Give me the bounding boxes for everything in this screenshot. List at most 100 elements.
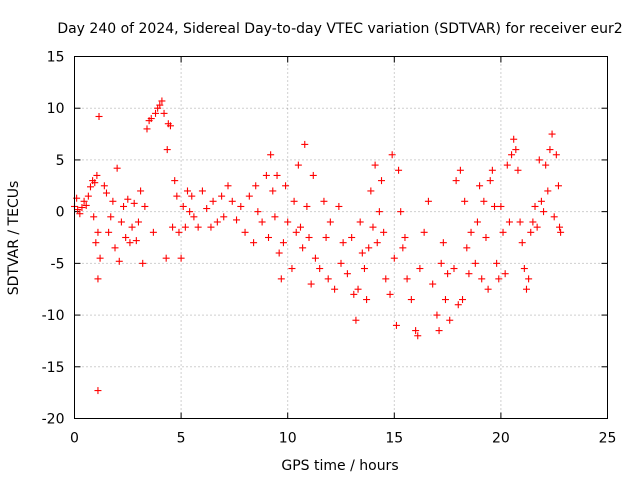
data-point — [95, 112, 103, 120]
data-point — [177, 254, 185, 262]
data-point — [94, 228, 102, 236]
data-point — [311, 254, 319, 262]
data-point — [467, 228, 475, 236]
data-point — [94, 387, 102, 395]
data-point — [252, 182, 260, 190]
data-point — [194, 223, 202, 231]
data-point — [141, 202, 149, 210]
y-tick-label: -15 — [42, 360, 65, 376]
data-point — [290, 197, 298, 205]
data-point — [258, 218, 266, 226]
data-point — [397, 208, 405, 216]
data-point — [522, 285, 530, 293]
data-point — [403, 275, 411, 283]
data-point — [533, 223, 541, 231]
data-point — [395, 166, 403, 174]
y-tick-label: -10 — [42, 308, 65, 324]
data-point — [473, 218, 481, 226]
data-point — [163, 146, 171, 154]
data-point — [156, 101, 164, 109]
data-point — [326, 218, 334, 226]
data-point — [282, 182, 290, 190]
data-point — [540, 208, 548, 216]
y-tick-label: -5 — [51, 256, 65, 272]
data-point — [277, 275, 285, 283]
axis-ticks — [74, 56, 608, 419]
data-point — [237, 202, 245, 210]
data-point — [343, 270, 351, 278]
data-point — [107, 213, 115, 221]
data-point — [444, 270, 452, 278]
data-point — [207, 223, 215, 231]
data-points — [71, 97, 565, 395]
data-point — [188, 192, 196, 200]
data-point — [120, 202, 128, 210]
data-point — [486, 177, 494, 185]
data-point — [91, 179, 99, 187]
data-point — [181, 223, 189, 231]
data-point — [102, 189, 110, 197]
data-point — [461, 197, 469, 205]
data-point — [529, 218, 537, 226]
data-point — [166, 122, 174, 130]
data-point — [162, 254, 170, 262]
data-point — [476, 182, 484, 190]
data-point — [491, 202, 499, 210]
data-point — [518, 239, 526, 247]
data-point — [322, 234, 330, 241]
data-point — [454, 301, 462, 309]
data-point — [367, 187, 375, 195]
data-point — [358, 249, 366, 257]
data-point — [550, 213, 558, 221]
data-point — [100, 182, 108, 190]
data-point — [275, 249, 283, 257]
data-point — [390, 254, 398, 262]
data-point — [339, 239, 347, 247]
data-point — [84, 192, 92, 200]
data-point — [535, 156, 543, 164]
data-point — [324, 275, 332, 283]
data-point — [369, 223, 377, 231]
data-point — [488, 166, 496, 174]
data-point — [499, 228, 507, 236]
x-tick-label: 0 — [70, 431, 79, 447]
data-point — [365, 244, 373, 252]
data-point — [554, 182, 562, 190]
data-point — [429, 280, 437, 288]
data-point — [456, 166, 464, 174]
data-point — [416, 265, 424, 273]
data-point — [198, 187, 206, 195]
data-point — [514, 166, 522, 174]
data-point — [92, 239, 100, 247]
data-point — [218, 192, 226, 200]
data-point — [471, 259, 479, 267]
data-point — [435, 327, 443, 335]
data-point — [309, 171, 317, 179]
data-point — [465, 270, 473, 278]
data-point — [378, 177, 386, 185]
data-point — [482, 234, 490, 241]
data-point — [307, 280, 315, 288]
data-point — [271, 213, 279, 221]
data-point — [109, 197, 117, 205]
data-point — [124, 195, 132, 203]
data-point — [130, 199, 138, 207]
y-axis-label: SDTVAR / TECUs — [6, 181, 22, 296]
data-point — [90, 213, 98, 221]
data-point — [183, 187, 191, 195]
y-tick-label: 0 — [56, 205, 65, 221]
data-point — [420, 228, 428, 236]
data-point — [452, 177, 460, 185]
data-point — [93, 171, 101, 179]
data-point — [296, 223, 304, 231]
data-point — [305, 234, 313, 241]
data-point — [267, 151, 275, 159]
data-point — [356, 218, 364, 226]
data-point — [512, 146, 520, 154]
data-point — [510, 135, 518, 143]
data-point — [294, 161, 302, 169]
data-point — [250, 239, 258, 247]
data-point — [392, 321, 400, 329]
data-point — [115, 257, 123, 265]
data-point — [122, 234, 130, 241]
